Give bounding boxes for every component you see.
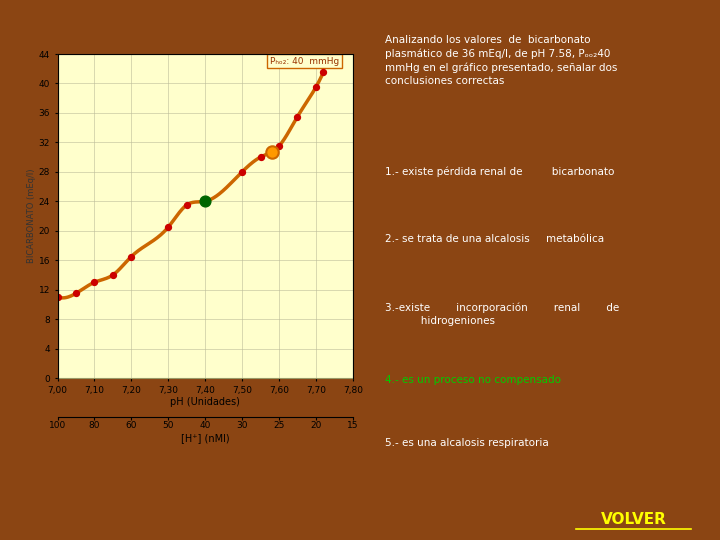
Text: 5.- es una alcalosis respiratoria: 5.- es una alcalosis respiratoria: [384, 438, 549, 449]
Text: Analizando los valores  de  bicarbonato
plasmático de 36 mEq/l, de pH 7.58, Pₒₒ₂: Analizando los valores de bicarbonato pl…: [384, 35, 617, 86]
Text: VOLVER: VOLVER: [600, 512, 667, 527]
Text: 4.- es un proceso no compensado: 4.- es un proceso no compensado: [384, 375, 561, 386]
Text: 2.- se trata de una alcalosis     metabólica: 2.- se trata de una alcalosis metabólica: [384, 234, 603, 245]
X-axis label: pH (Unidades): pH (Unidades): [170, 397, 240, 407]
Point: [273, 141, 284, 150]
Point: [163, 222, 174, 231]
Point: [71, 289, 82, 298]
Y-axis label: BICARBONATO (mEq/l): BICARBONATO (mEq/l): [27, 168, 36, 263]
Point: [199, 197, 211, 206]
Point: [292, 112, 303, 121]
Point: [310, 83, 322, 91]
X-axis label: [H⁺] (nMl): [H⁺] (nMl): [181, 433, 230, 443]
Point: [266, 147, 277, 156]
Point: [107, 271, 119, 279]
Text: 1.- existe pérdida renal de         bicarbonato: 1.- existe pérdida renal de bicarbonato: [384, 166, 614, 177]
Point: [181, 201, 192, 210]
Point: [52, 293, 63, 301]
Point: [126, 252, 138, 261]
Text: Pₕₒ₂: 40  mmHg: Pₕₒ₂: 40 mmHg: [270, 57, 339, 66]
Point: [255, 153, 266, 161]
Point: [89, 278, 100, 287]
Point: [236, 167, 248, 176]
Point: [318, 68, 329, 77]
Text: 3.-existe        incorporación        renal        de
           hidrogeniones: 3.-existe incorporación renal de hidroge…: [384, 302, 618, 326]
